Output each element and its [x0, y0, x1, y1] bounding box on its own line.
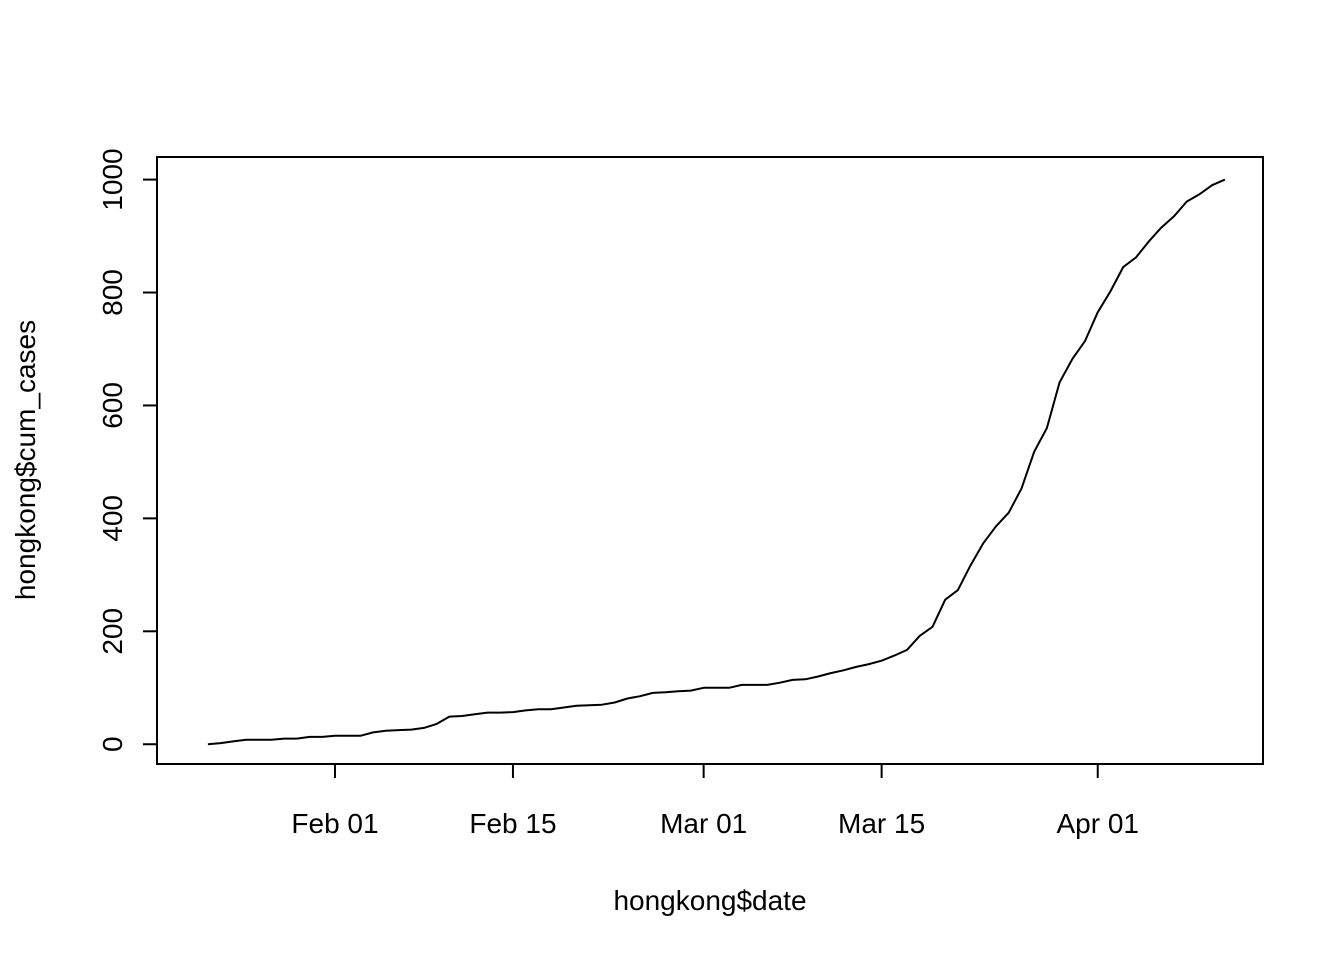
- cum-cases-line: [207, 178, 1226, 746]
- x-axis-label: hongkong$date: [613, 885, 806, 916]
- y-tick-label: 0: [97, 736, 128, 752]
- y-axis-label: hongkong$cum_cases: [10, 320, 41, 600]
- y-tick-label: 600: [97, 382, 128, 429]
- x-tick-label: Feb 15: [469, 808, 556, 839]
- x-tick-label: Mar 01: [660, 808, 747, 839]
- y-tick-label: 200: [97, 608, 128, 655]
- y-axis: 0 200 400 600 800 1000: [97, 148, 158, 752]
- y-tick-label: 1000: [97, 148, 128, 210]
- y-tick-label: 400: [97, 495, 128, 542]
- y-tick-label: 800: [97, 269, 128, 316]
- plot-frame: [156, 156, 1264, 765]
- x-axis: Feb 01 Feb 15 Mar 01 Mar 15 Apr 01: [291, 763, 1139, 839]
- x-tick-label: Apr 01: [1056, 808, 1139, 839]
- x-tick-label: Mar 15: [838, 808, 925, 839]
- x-tick-label: Feb 01: [291, 808, 378, 839]
